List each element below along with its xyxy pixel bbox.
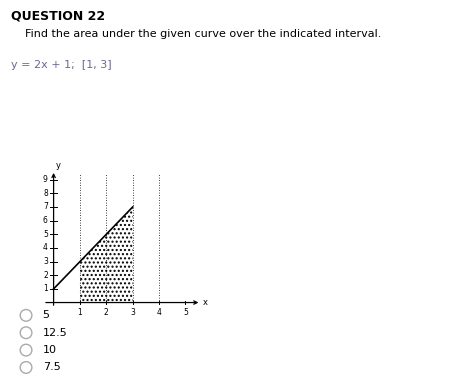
Text: 1: 1 <box>78 308 82 317</box>
Text: 4: 4 <box>157 308 162 317</box>
Text: x: x <box>202 298 207 307</box>
Text: 12.5: 12.5 <box>43 328 67 338</box>
Text: 3: 3 <box>43 257 48 266</box>
Text: 5: 5 <box>183 308 188 317</box>
Text: y = 2x + 1;  [1, 3]: y = 2x + 1; [1, 3] <box>11 60 112 70</box>
Text: Find the area under the given curve over the indicated interval.: Find the area under the given curve over… <box>25 29 381 39</box>
Text: 8: 8 <box>43 189 48 198</box>
Text: 7: 7 <box>43 202 48 212</box>
Text: 5: 5 <box>43 310 50 320</box>
Text: 2: 2 <box>43 271 48 280</box>
Text: 5: 5 <box>43 230 48 239</box>
Text: QUESTION 22: QUESTION 22 <box>11 10 106 23</box>
Text: y: y <box>56 161 61 170</box>
Text: 2: 2 <box>104 308 109 317</box>
Text: 10: 10 <box>43 345 57 355</box>
Text: 6: 6 <box>43 216 48 225</box>
Text: 3: 3 <box>130 308 135 317</box>
Text: 7.5: 7.5 <box>43 362 61 372</box>
Text: 1: 1 <box>43 284 48 293</box>
Text: 4: 4 <box>43 244 48 252</box>
Text: 9: 9 <box>43 175 48 184</box>
